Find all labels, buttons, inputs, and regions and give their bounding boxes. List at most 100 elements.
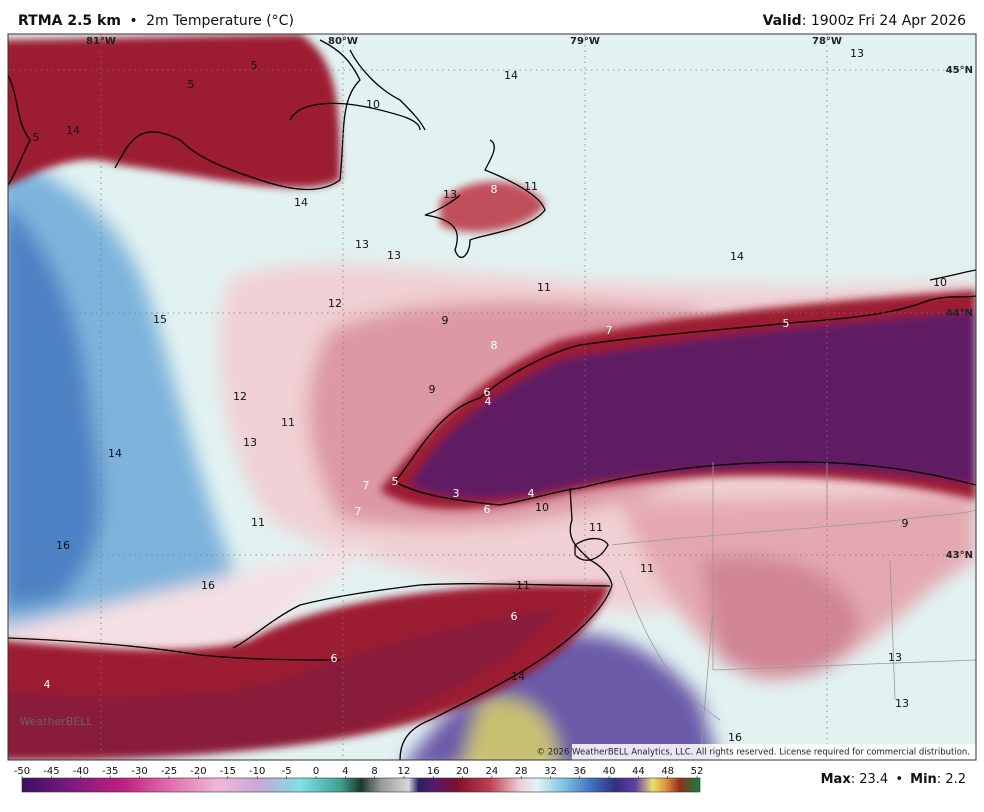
station-value: 14 bbox=[730, 250, 744, 263]
colorbar-tick-label: 4 bbox=[342, 766, 348, 777]
colorbar-tick-label: 28 bbox=[515, 766, 528, 777]
station-value: 5 bbox=[188, 78, 195, 91]
colorbar-tick-label: -40 bbox=[73, 766, 89, 777]
station-value: 11 bbox=[537, 281, 551, 294]
colorbar-tick-label: 36 bbox=[573, 766, 586, 777]
colorbar-tick-label: -10 bbox=[249, 766, 265, 777]
colorbar-tick-label: -20 bbox=[190, 766, 206, 777]
station-value: 14 bbox=[294, 196, 308, 209]
station-value: 15 bbox=[153, 313, 167, 326]
colorbar-tick-label: 32 bbox=[544, 766, 557, 777]
colorbar-tick-label: 52 bbox=[691, 766, 704, 777]
lon-label: 80°W bbox=[328, 36, 358, 47]
lon-label: 81°W bbox=[86, 36, 116, 47]
station-value: 13 bbox=[895, 697, 909, 710]
lat-label: 44°N bbox=[946, 308, 973, 319]
header: RTMA 2.5 km • 2m Temperature (°C) bbox=[18, 13, 294, 29]
colorbar-tick-label: 20 bbox=[456, 766, 469, 777]
station-value: 10 bbox=[933, 276, 947, 289]
colorbar-tick-label: 8 bbox=[371, 766, 377, 777]
colorbar-tick-label: -50 bbox=[14, 766, 30, 777]
watermark: WeatherBELL bbox=[19, 715, 93, 728]
station-value: 4 bbox=[528, 487, 535, 500]
lake-field bbox=[8, 34, 976, 760]
station-value: 16 bbox=[728, 731, 742, 744]
copyright-box bbox=[572, 744, 976, 760]
copyright: © 2026 WeatherBELL Analytics, LLC. All r… bbox=[537, 748, 970, 758]
station-value: 6 bbox=[511, 610, 518, 623]
colorbar-tick-label: -35 bbox=[102, 766, 118, 777]
graticule bbox=[8, 34, 976, 760]
colorbar-tick-label: 40 bbox=[603, 766, 616, 777]
station-value: 11 bbox=[524, 180, 538, 193]
colorbar-tick-label: -15 bbox=[220, 766, 236, 777]
station-value: 13 bbox=[387, 249, 401, 262]
coastlines bbox=[8, 39, 976, 760]
station-value: 12 bbox=[328, 297, 342, 310]
station-value: 13 bbox=[355, 238, 369, 251]
station-value: 6 bbox=[484, 386, 491, 399]
station-value: 9 bbox=[429, 383, 436, 396]
station-value: 10 bbox=[366, 98, 380, 111]
colorbar-tick-label: 24 bbox=[485, 766, 498, 777]
station-value: 5 bbox=[251, 59, 258, 72]
colorbar-tick-label: 0 bbox=[313, 766, 319, 777]
colorbar-ticks: -50 -45 -40 -35 -30 -25 -20 -15 -10 -5 0 4 8 12 16 20 24… bbox=[14, 766, 704, 779]
colorbar bbox=[21, 777, 701, 793]
station-value: 16 bbox=[56, 539, 70, 552]
lon-label: 79°W bbox=[570, 36, 600, 47]
field: 2m Temperature (°C) bbox=[146, 13, 294, 29]
station-value: 5 bbox=[392, 475, 399, 488]
valid-time: : 1900z Fri 24 Apr 2026 bbox=[802, 13, 966, 29]
station-value: 8 bbox=[491, 183, 498, 196]
station-value: 16 bbox=[201, 579, 215, 592]
station-value: 9 bbox=[902, 517, 909, 530]
station-value: 12 bbox=[233, 390, 247, 403]
station-value: 6 bbox=[484, 503, 491, 516]
station-value: 11 bbox=[516, 579, 530, 592]
station-value: 5 bbox=[783, 317, 790, 330]
max-value: : 23.4 bbox=[851, 772, 888, 787]
geo-labels: 81°W 80°W 79°W 78°W 45°N 44°N 43°N bbox=[86, 36, 973, 561]
map: 81°W 80°W 79°W 78°W 45°N 44°N 43°N 5 5 10 14 13 5 14… bbox=[8, 34, 976, 760]
station-value: 14 bbox=[108, 447, 122, 460]
station-value: 7 bbox=[355, 505, 362, 518]
colorbar-tick-label: -45 bbox=[43, 766, 59, 777]
station-value: 11 bbox=[281, 416, 295, 429]
colorbar-tick-label: 12 bbox=[398, 766, 411, 777]
station-value: 6 bbox=[331, 652, 338, 665]
map-frame bbox=[7, 33, 977, 761]
colorbar-tick-label: 44 bbox=[632, 766, 645, 777]
lon-label: 78°W bbox=[812, 36, 842, 47]
min-label: Min bbox=[910, 772, 937, 787]
model: RTMA 2.5 km bbox=[18, 13, 121, 29]
station-value: 13 bbox=[888, 651, 902, 664]
station-value: 5 bbox=[33, 131, 40, 144]
station-value: 9 bbox=[442, 314, 449, 327]
station-value: 13 bbox=[443, 188, 457, 201]
station-value: 3 bbox=[453, 487, 460, 500]
colorbar-tick-label: -30 bbox=[131, 766, 147, 777]
separator: • bbox=[129, 13, 137, 29]
colorbar-tick-label: -25 bbox=[161, 766, 177, 777]
lat-label: 43°N bbox=[946, 550, 973, 561]
station-value: 7 bbox=[363, 479, 370, 492]
station-value: 10 bbox=[535, 501, 549, 514]
valid: Valid: 1900z Fri 24 Apr 2026 bbox=[763, 13, 967, 29]
min-value: : 2.2 bbox=[937, 772, 966, 787]
colorbar-tick-label: 16 bbox=[427, 766, 440, 777]
station-value: 4 bbox=[485, 395, 492, 408]
station-value: 11 bbox=[640, 562, 654, 575]
station-value: 13 bbox=[243, 436, 257, 449]
station-value: 4 bbox=[44, 678, 51, 691]
max-label: Max bbox=[821, 772, 852, 787]
station-value: 7 bbox=[606, 324, 613, 337]
station-value: 11 bbox=[251, 516, 265, 529]
footer: Max: 23.4 • Min: 2.2 bbox=[821, 772, 966, 787]
station-value: 14 bbox=[66, 124, 80, 137]
colorbar-tick-label: 48 bbox=[661, 766, 674, 777]
lat-label: 45°N bbox=[946, 65, 973, 76]
station-value: 8 bbox=[491, 339, 498, 352]
